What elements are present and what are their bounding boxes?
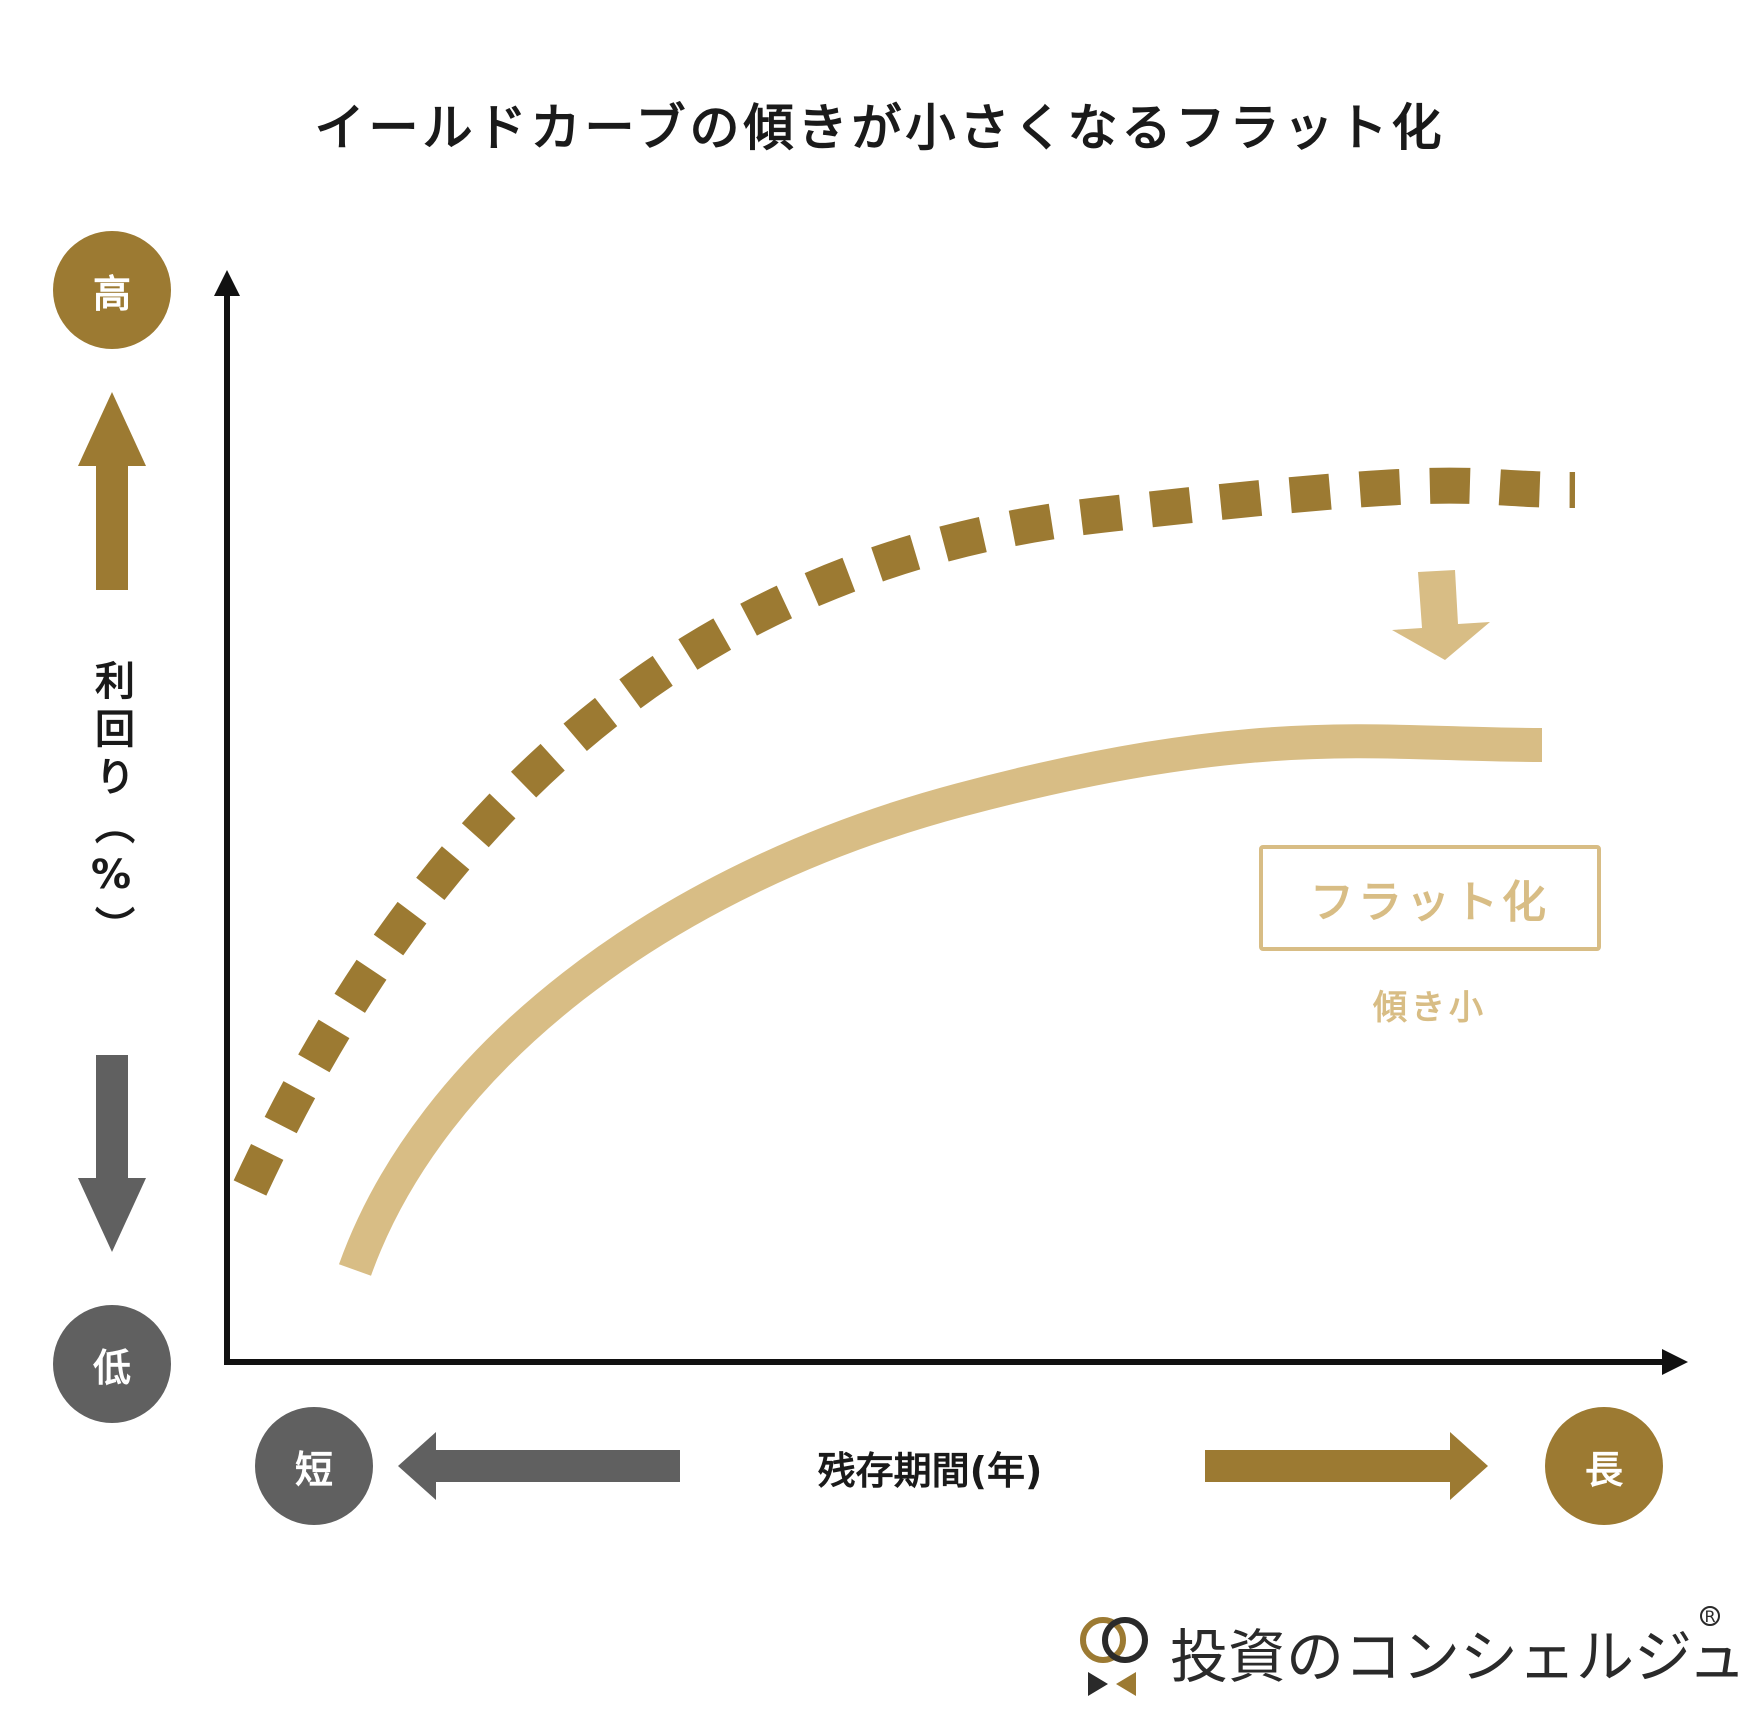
right-arrow-icon — [1205, 1432, 1488, 1500]
low-circle: 低 — [53, 1305, 171, 1423]
x-axis-arrowhead — [1662, 1349, 1688, 1375]
short-circle: 短 — [255, 1407, 373, 1525]
logo-rings-icon — [1080, 1617, 1148, 1696]
left-arrow-icon — [398, 1432, 680, 1500]
high-circle: 高 — [53, 231, 171, 349]
long-circle: 長 — [1545, 1407, 1663, 1525]
y-axis-label: 利回り（%） — [88, 660, 134, 954]
registered-mark: R — [1700, 1606, 1720, 1626]
slope-small-label: 傾き小 — [1373, 988, 1487, 1028]
flattening-box: フラット化 — [1259, 845, 1601, 951]
down-arrow-icon — [78, 1055, 146, 1252]
x-axis-label: 残存期間(年) — [817, 1449, 1043, 1493]
curve-after-flattening — [338, 724, 1543, 1276]
y-axis-arrowhead — [214, 270, 240, 296]
up-arrow-icon — [78, 392, 146, 590]
down-shift-arrow-icon — [1392, 570, 1490, 660]
curve-before-flattening — [233, 467, 1576, 1196]
diagram-title: イールドカーブの傾きが小さくなるフラット化 — [314, 99, 1446, 157]
brand-name: 投資のコンシェルジュ — [1170, 1623, 1746, 1691]
